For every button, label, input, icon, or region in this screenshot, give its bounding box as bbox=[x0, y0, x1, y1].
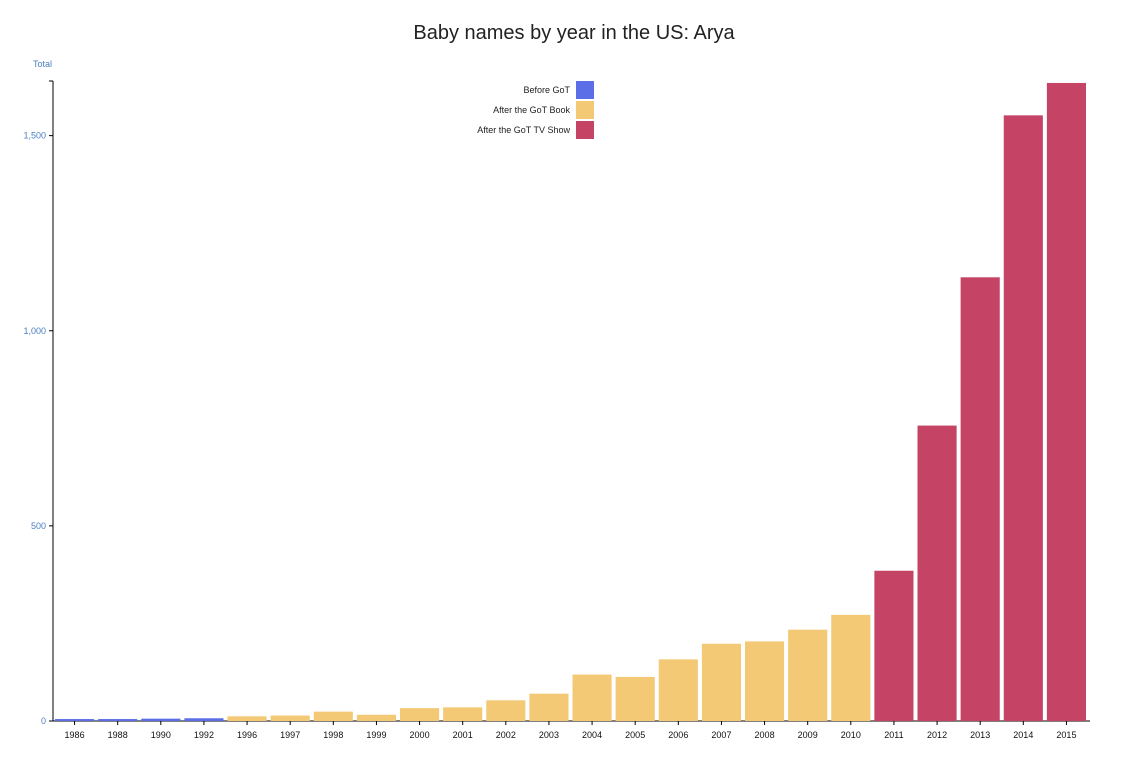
x-tick-label: 1997 bbox=[280, 730, 300, 740]
bar-2014 bbox=[1003, 115, 1043, 722]
x-tick-label: 2000 bbox=[410, 730, 430, 740]
x-tick-label: 2008 bbox=[755, 730, 775, 740]
y-axis-label: Total bbox=[33, 59, 53, 69]
legend-label: After the GoT Book bbox=[493, 105, 570, 115]
x-tick-label: 1986 bbox=[65, 730, 85, 740]
bar-1996 bbox=[227, 716, 267, 721]
x-tick-label: 2010 bbox=[841, 730, 861, 740]
x-tick-label: 1998 bbox=[323, 730, 343, 740]
bar-2000 bbox=[400, 708, 440, 721]
x-tick-label: 2015 bbox=[1056, 730, 1076, 740]
bar-1997 bbox=[270, 715, 310, 721]
legend-swatch bbox=[576, 101, 594, 119]
legend-item-before-got: Before GoT bbox=[380, 81, 594, 99]
y-tick-label: 1,000 bbox=[23, 326, 46, 336]
bar-2011 bbox=[874, 570, 914, 721]
bar-1998 bbox=[313, 711, 353, 721]
bar-2001 bbox=[443, 707, 483, 721]
legend-swatch bbox=[576, 81, 594, 99]
bar-2012 bbox=[917, 425, 957, 721]
x-tick-label: 2009 bbox=[798, 730, 818, 740]
legend-label: After the GoT TV Show bbox=[477, 125, 570, 135]
x-tick-label: 2005 bbox=[625, 730, 645, 740]
bar-2003 bbox=[529, 693, 569, 721]
legend-item-after-tv-show: After the GoT TV Show bbox=[380, 121, 594, 139]
x-tick-label: 2011 bbox=[884, 730, 903, 740]
x-tick-label: 2003 bbox=[539, 730, 559, 740]
bar-2007 bbox=[701, 643, 741, 721]
x-tick-label: 2004 bbox=[582, 730, 602, 740]
bar-2009 bbox=[788, 629, 828, 721]
x-tick-label: 1996 bbox=[237, 730, 257, 740]
bar-2005 bbox=[615, 676, 655, 721]
bar-2006 bbox=[658, 659, 698, 721]
legend: Before GoT After the GoT Book After the … bbox=[380, 81, 594, 141]
y-tick-label: 1,500 bbox=[23, 131, 46, 141]
bar-1986 bbox=[55, 719, 95, 721]
x-tick-label: 1992 bbox=[194, 730, 214, 740]
x-tick-label: 2002 bbox=[496, 730, 516, 740]
bar-1992 bbox=[184, 718, 224, 721]
x-tick-label: 2013 bbox=[970, 730, 990, 740]
x-tick-label: 2014 bbox=[1013, 730, 1033, 740]
chart-title: Baby names by year in the US: Arya bbox=[413, 22, 735, 44]
bar-1988 bbox=[98, 719, 138, 721]
bar-2015 bbox=[1046, 82, 1086, 721]
bar-2010 bbox=[831, 614, 871, 721]
bar-1999 bbox=[356, 714, 396, 721]
legend-item-after-book: After the GoT Book bbox=[380, 101, 594, 119]
x-tick-label: 1999 bbox=[366, 730, 386, 740]
bar-1990 bbox=[141, 718, 181, 721]
x-tick-label: 1988 bbox=[108, 730, 128, 740]
legend-swatch bbox=[576, 121, 594, 139]
bar-2013 bbox=[960, 277, 1000, 721]
x-tick-label: 2006 bbox=[668, 730, 688, 740]
x-tick-label: 2001 bbox=[453, 730, 473, 740]
legend-label: Before GoT bbox=[523, 85, 570, 95]
y-tick-label: 0 bbox=[41, 716, 46, 726]
x-tick-label: 2012 bbox=[927, 730, 947, 740]
y-tick-label: 500 bbox=[31, 521, 46, 531]
x-tick-label: 1990 bbox=[151, 730, 171, 740]
bar-2008 bbox=[745, 641, 785, 721]
x-tick-label: 2007 bbox=[711, 730, 731, 740]
bar-2004 bbox=[572, 674, 612, 721]
bar-2002 bbox=[486, 700, 526, 721]
